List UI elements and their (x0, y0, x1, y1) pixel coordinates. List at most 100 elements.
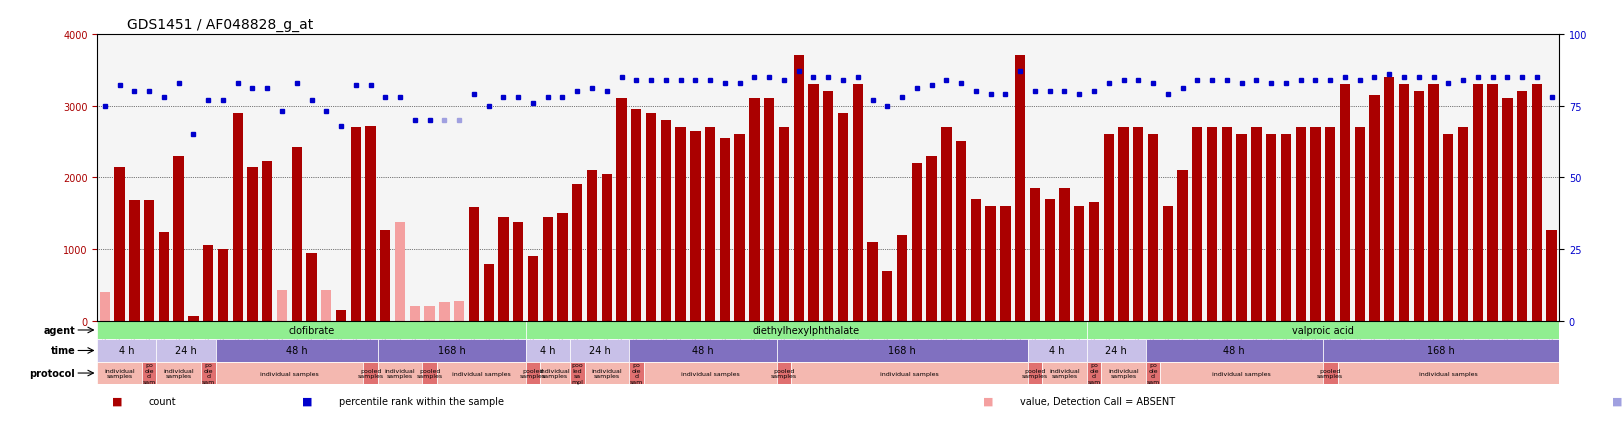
Bar (216, 362, 364, 385)
Bar (1100, 362, 1144, 385)
Bar (896, 235, 907, 321)
Text: 4 h: 4 h (118, 346, 135, 356)
Bar (1383, 78, 1394, 321)
Text: individual
samples: individual samples (591, 368, 622, 378)
Bar (1235, 135, 1246, 321)
Bar (794, 56, 803, 321)
Text: individual samples: individual samples (451, 371, 510, 376)
Text: individual samples: individual samples (260, 371, 318, 376)
Bar (690, 132, 700, 321)
Text: pooled
samples: pooled samples (357, 368, 383, 378)
Bar (1027, 339, 1086, 362)
Text: ■: ■ (302, 396, 312, 406)
Text: 168 h: 168 h (888, 346, 915, 356)
Bar (156, 339, 216, 362)
Bar (276, 290, 287, 321)
Bar (776, 339, 1027, 362)
Bar (378, 362, 422, 385)
Text: pooled
samples: pooled samples (1021, 368, 1047, 378)
Bar (1014, 56, 1024, 321)
Bar (1177, 171, 1186, 321)
Bar (1266, 135, 1276, 321)
Bar (1087, 203, 1099, 321)
Bar (1501, 99, 1511, 321)
Bar (1397, 85, 1409, 321)
Bar (661, 121, 670, 321)
Bar (336, 310, 346, 321)
Bar (409, 307, 420, 321)
Bar (1000, 207, 1010, 321)
Bar (1104, 135, 1113, 321)
Bar (1337, 362, 1558, 385)
Bar (1160, 362, 1323, 385)
Bar (1058, 189, 1070, 321)
Bar (247, 167, 258, 321)
Bar (203, 246, 213, 321)
Bar (232, 113, 243, 321)
Bar (1324, 128, 1334, 321)
Bar (380, 231, 390, 321)
Bar (307, 253, 316, 321)
Text: pooled
samples: pooled samples (1316, 368, 1342, 378)
Bar (437, 362, 526, 385)
Bar (1323, 362, 1337, 385)
Text: protocol: protocol (29, 368, 75, 378)
Bar (1133, 128, 1143, 321)
Bar (956, 142, 966, 321)
Bar (808, 85, 818, 321)
Bar (364, 362, 378, 385)
Text: individual
samples: individual samples (104, 368, 135, 378)
Text: value, Detection Call = ABSENT: value, Detection Call = ABSENT (1019, 396, 1173, 406)
Bar (748, 99, 760, 321)
Text: individual
samples: individual samples (1107, 368, 1138, 378)
Bar (617, 99, 626, 321)
Text: GDS1451 / AF048828_g_at: GDS1451 / AF048828_g_at (127, 18, 313, 32)
Bar (1162, 207, 1172, 321)
Bar (779, 128, 789, 321)
Bar (925, 156, 936, 321)
Bar (837, 113, 847, 321)
Bar (631, 110, 641, 321)
Bar (526, 321, 1086, 339)
Text: pooled
samples: pooled samples (771, 368, 797, 378)
Bar (469, 208, 479, 321)
Bar (1295, 128, 1305, 321)
Text: 48 h: 48 h (691, 346, 712, 356)
Bar (1220, 128, 1232, 321)
Bar (99, 293, 110, 321)
Bar (1323, 339, 1558, 362)
Bar (1118, 128, 1128, 321)
Bar (675, 128, 685, 321)
Bar (141, 362, 156, 385)
Bar (1354, 128, 1363, 321)
Bar (1457, 128, 1467, 321)
Bar (985, 207, 995, 321)
Bar (513, 222, 523, 321)
Text: po
ole
d
sam: po ole d sam (1087, 362, 1100, 385)
Text: time: time (50, 346, 75, 356)
Bar (601, 174, 612, 321)
Bar (867, 242, 876, 321)
Bar (378, 339, 526, 362)
Bar (454, 302, 464, 321)
Bar (1086, 321, 1558, 339)
Text: 24 h: 24 h (588, 346, 610, 356)
Text: percentile rank within the sample: percentile rank within the sample (338, 396, 503, 406)
Text: pooled
samples: pooled samples (519, 368, 545, 378)
Bar (1443, 135, 1453, 321)
Bar (1042, 362, 1086, 385)
Text: individual
samples: individual samples (164, 368, 193, 378)
Bar (1044, 199, 1055, 321)
Text: agent: agent (44, 325, 75, 335)
Text: valproic acid: valproic acid (1290, 325, 1354, 335)
Bar (156, 362, 201, 385)
Bar (852, 85, 862, 321)
Bar (1086, 362, 1100, 385)
Text: ■: ■ (982, 396, 993, 406)
Bar (570, 362, 584, 385)
Bar (526, 362, 540, 385)
Bar (1073, 207, 1084, 321)
Bar (484, 264, 493, 321)
Bar (542, 217, 552, 321)
Bar (1530, 85, 1542, 321)
